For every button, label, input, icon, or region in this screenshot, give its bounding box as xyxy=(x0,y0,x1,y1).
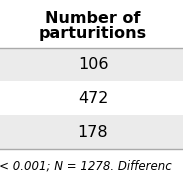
Bar xyxy=(0,48,183,81)
Bar xyxy=(0,0,183,48)
Text: 106: 106 xyxy=(78,57,108,72)
Bar xyxy=(0,115,183,149)
Bar xyxy=(0,81,183,115)
Text: 178: 178 xyxy=(78,125,108,140)
Text: parturitions: parturitions xyxy=(39,26,147,41)
Bar xyxy=(0,149,183,183)
Text: 472: 472 xyxy=(78,91,108,106)
Text: Number of: Number of xyxy=(45,11,141,26)
Text: *p < 0.001; N = 1278. Differenc: *p < 0.001; N = 1278. Differenc xyxy=(0,160,172,173)
